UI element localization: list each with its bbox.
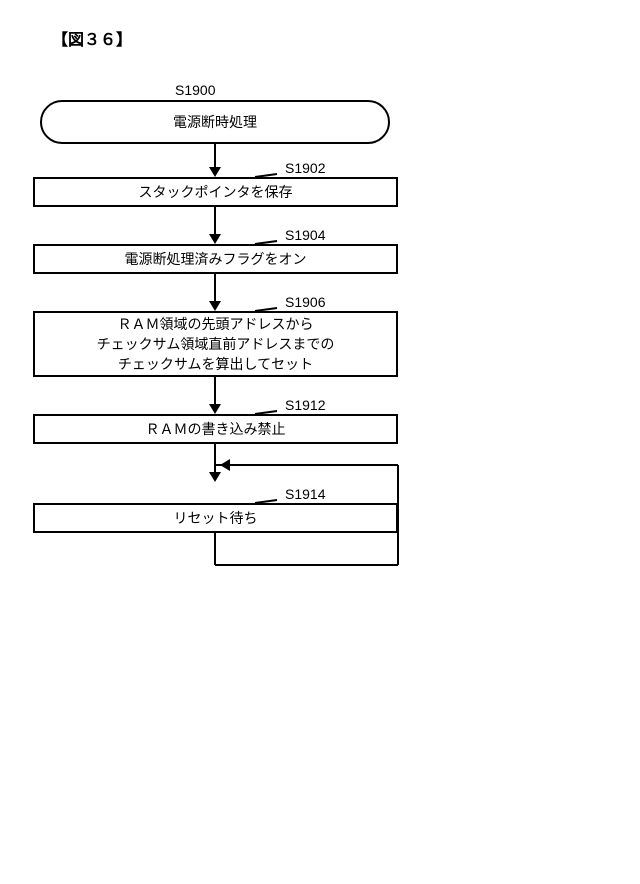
terminator-start-text: 電源断時処理 xyxy=(173,112,257,132)
process-s1906-text: ＲＡＭ領域の先頭アドレスから チェックサム領域直前アドレスまでの チェックサムを… xyxy=(97,314,335,374)
label-s1906: S1906 xyxy=(285,294,325,310)
process-s1914-text: リセット待ち xyxy=(174,508,258,528)
label-s1912: S1912 xyxy=(285,397,325,413)
process-s1904-text: 電源断処理済みフラグをオン xyxy=(125,249,307,269)
flowchart-canvas: 【図３６】 電源断時処理 スタックポインタを保存 電源断処理済みフラグをオン Ｒ… xyxy=(0,0,640,884)
process-s1914: リセット待ち xyxy=(33,503,398,533)
process-s1912: ＲＡＭの書き込み禁止 xyxy=(33,414,398,444)
process-s1904: 電源断処理済みフラグをオン xyxy=(33,244,398,274)
process-s1912-text: ＲＡＭの書き込み禁止 xyxy=(146,419,286,439)
process-s1906: ＲＡＭ領域の先頭アドレスから チェックサム領域直前アドレスまでの チェックサムを… xyxy=(33,311,398,377)
label-s1914: S1914 xyxy=(285,486,325,502)
label-s1904: S1904 xyxy=(285,227,325,243)
label-s1900: S1900 xyxy=(175,82,215,98)
process-s1902: スタックポインタを保存 xyxy=(33,177,398,207)
process-s1902-text: スタックポインタを保存 xyxy=(139,182,293,202)
terminator-start: 電源断時処理 xyxy=(40,100,390,144)
label-s1902: S1902 xyxy=(285,160,325,176)
